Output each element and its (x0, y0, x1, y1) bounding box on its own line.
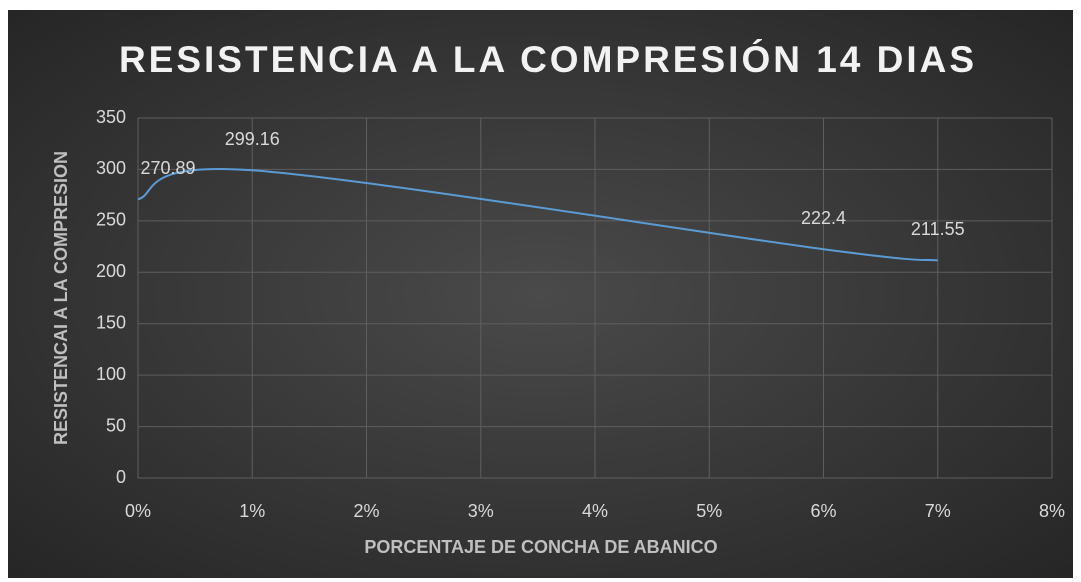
chart-title: RESISTENCIA A LA COMPRESIÓN 14 DIAS (119, 38, 977, 80)
y-tick-label: 150 (96, 312, 126, 332)
x-axis-title: PORCENTAJE DE CONCHA DE ABANICO (364, 537, 717, 557)
x-tick-label: 4% (582, 501, 608, 521)
x-tick-label: 7% (925, 501, 951, 521)
x-tick-label: 1% (239, 501, 265, 521)
x-tick-label: 5% (696, 501, 722, 521)
y-tick-label: 100 (96, 364, 126, 384)
data-label: 211.55 (911, 219, 965, 239)
x-tick-label: 8% (1039, 501, 1065, 521)
y-tick-label: 250 (96, 210, 126, 230)
y-tick-label: 0 (116, 467, 126, 487)
y-tick-label: 200 (96, 261, 126, 281)
x-tick-label: 6% (810, 501, 836, 521)
y-tick-label: 300 (96, 158, 126, 178)
y-tick-label: 50 (106, 415, 126, 435)
series-line (137, 168, 938, 262)
x-tick-label: 2% (353, 501, 379, 521)
x-tick-label: 0% (125, 501, 151, 521)
x-tick-label: 3% (468, 501, 494, 521)
y-axis-title: RESISTENCAI A LA COMPRESION (51, 151, 71, 445)
chart-background (8, 10, 1073, 578)
data-label: 222.4 (801, 208, 846, 228)
y-tick-label: 350 (96, 107, 126, 127)
data-label: 299.16 (225, 129, 280, 149)
data-label: 270.89 (140, 158, 195, 178)
